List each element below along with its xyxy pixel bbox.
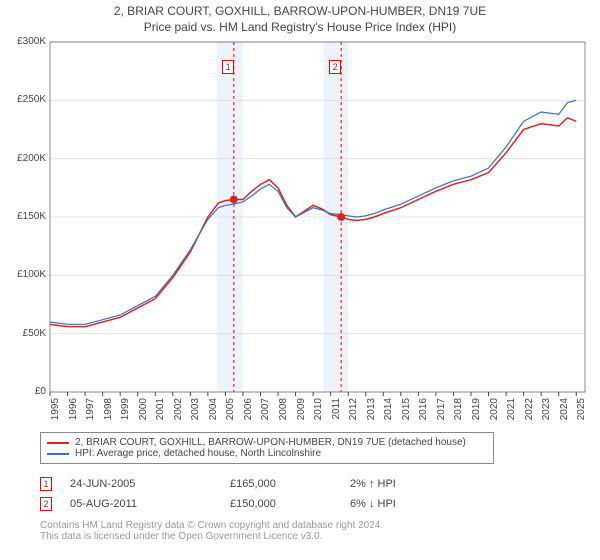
x-tick-label: 2022: [524, 398, 535, 428]
x-tick-label: 2012: [348, 398, 359, 428]
footer-line-2: This data is licensed under the Open Gov…: [40, 531, 383, 542]
y-tick-label: £150K: [6, 211, 46, 222]
legend-label: HPI: Average price, detached house, Nort…: [75, 448, 321, 459]
legend-swatch: [47, 442, 69, 444]
x-tick-label: 2018: [453, 398, 464, 428]
x-tick-label: 2008: [278, 398, 289, 428]
x-tick-label: 2000: [138, 398, 149, 428]
x-tick-label: 2011: [331, 398, 342, 428]
x-tick-label: 2013: [366, 398, 377, 428]
line-chart: [0, 0, 600, 432]
legend-swatch: [47, 453, 69, 455]
x-tick-label: 2024: [559, 398, 570, 428]
sales-row-diff: 6% ↓ HPI: [350, 498, 510, 510]
x-tick-label: 2025: [576, 398, 587, 428]
y-tick-label: £300K: [6, 36, 46, 47]
y-tick-label: £250K: [6, 94, 46, 105]
y-tick-label: £200K: [6, 153, 46, 164]
x-tick-label: 2015: [401, 398, 412, 428]
x-tick-label: 1997: [85, 398, 96, 428]
sale-annotation-2: 2: [329, 60, 341, 74]
sales-row-price: £150,000: [230, 498, 350, 510]
x-tick-label: 2010: [313, 398, 324, 428]
x-tick-label: 1995: [50, 398, 61, 428]
x-tick-label: 2001: [155, 398, 166, 428]
legend-item: 2, BRIAR COURT, GOXHILL, BARROW-UPON-HUM…: [47, 437, 487, 448]
x-tick-label: 2004: [208, 398, 219, 428]
footer: Contains HM Land Registry data © Crown c…: [40, 520, 383, 542]
x-tick-label: 2007: [260, 398, 271, 428]
legend: 2, BRIAR COURT, GOXHILL, BARROW-UPON-HUM…: [40, 432, 494, 464]
sales-row: 1 24-JUN-2005£165,0002% ↑ HPI: [40, 474, 510, 494]
x-tick-label: 2003: [190, 398, 201, 428]
y-tick-label: £50K: [6, 328, 46, 339]
sales-row-marker: 2: [40, 497, 52, 511]
x-tick-label: 1999: [120, 398, 131, 428]
x-tick-label: 1998: [103, 398, 114, 428]
sale-annotation-1: 1: [222, 60, 234, 74]
x-tick-label: 2017: [436, 398, 447, 428]
x-tick-label: 2002: [173, 398, 184, 428]
x-tick-label: 1996: [68, 398, 79, 428]
y-tick-label: £0: [6, 386, 46, 397]
x-tick-label: 2023: [541, 398, 552, 428]
x-tick-label: 2016: [418, 398, 429, 428]
x-tick-label: 2009: [296, 398, 307, 428]
x-tick-label: 2005: [225, 398, 236, 428]
x-tick-label: 2021: [506, 398, 517, 428]
x-tick-label: 2019: [471, 398, 482, 428]
y-tick-label: £100K: [6, 269, 46, 280]
sales-row: 2 05-AUG-2011£150,0006% ↓ HPI: [40, 494, 510, 514]
x-tick-label: 2020: [489, 398, 500, 428]
sales-row-diff: 2% ↑ HPI: [350, 478, 510, 490]
footer-line-1: Contains HM Land Registry data © Crown c…: [40, 520, 383, 531]
sales-row-date: 24-JUN-2005: [70, 478, 230, 490]
legend-label: 2, BRIAR COURT, GOXHILL, BARROW-UPON-HUM…: [75, 437, 466, 448]
sales-row-marker: 1: [40, 477, 52, 491]
legend-item: HPI: Average price, detached house, Nort…: [47, 448, 487, 459]
x-tick-label: 2006: [243, 398, 254, 428]
x-tick-label: 2014: [383, 398, 394, 428]
sales-table: 1 24-JUN-2005£165,0002% ↑ HPI 2 05-AUG-2011…: [40, 474, 510, 514]
sales-row-price: £165,000: [230, 478, 350, 490]
sales-row-date: 05-AUG-2011: [70, 498, 230, 510]
